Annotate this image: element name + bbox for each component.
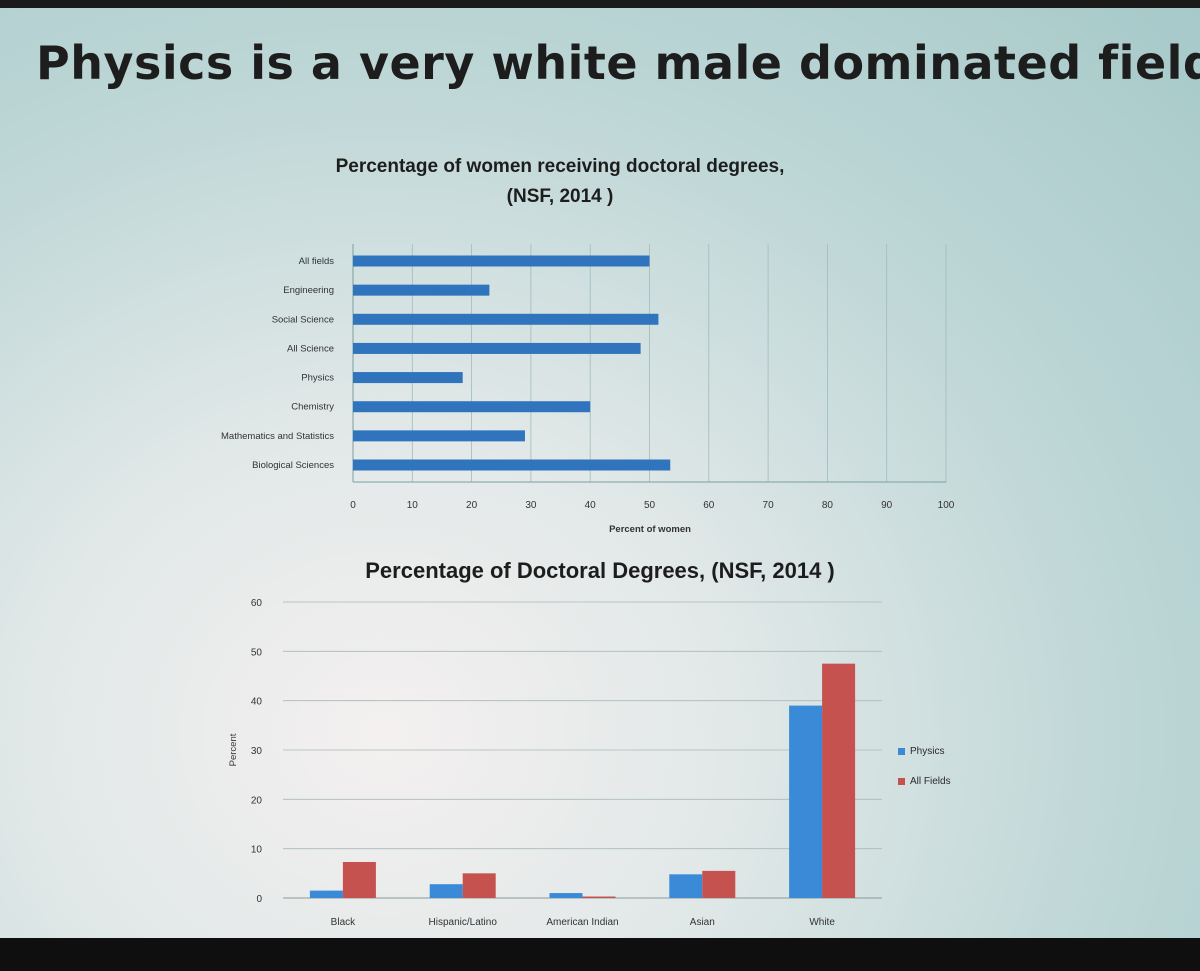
- chart1-x-tick-label: 0: [350, 500, 356, 511]
- chart1-x-tick-label: 40: [585, 500, 597, 511]
- chart2-y-axis-label: Percent: [228, 733, 239, 766]
- chart2-category-label: American Indian: [546, 917, 618, 928]
- chart2-y-tick-label: 40: [251, 697, 263, 708]
- women-doctoral-bar-chart: 0 10 20 30 40 50 60 70 80 90 100 All fields Engineer…: [221, 244, 955, 535]
- chart1-x-tick-label: 70: [763, 500, 775, 511]
- chart2-bar-all-fields: [582, 896, 616, 898]
- chart1-category-label: All fields: [299, 256, 335, 267]
- chart1-x-tick-label: 90: [881, 500, 893, 511]
- chart2-category-label: Hispanic/Latino: [429, 917, 498, 928]
- chart2-bar-all-fields: [822, 663, 856, 898]
- chart1-x-tick-label: 80: [822, 500, 834, 511]
- chart1-title-line1: Percentage of women receiving doctoral d…: [335, 156, 785, 177]
- chart1-x-axis-label: Percent of women: [609, 524, 691, 535]
- chart2-bar-physics: [549, 893, 583, 898]
- chart2-title: Percentage of Doctoral Degrees, (NSF, 20…: [365, 558, 835, 583]
- chart1-category-label: Physics: [301, 373, 334, 384]
- chart1-x-tick-label: 20: [466, 500, 478, 511]
- chart2-bar-physics: [429, 884, 463, 898]
- chart2-category-label: White: [809, 917, 835, 928]
- chart1-title: Percentage of women receiving doctoral d…: [200, 152, 920, 212]
- slide-title: Physics is a very white male dominated f…: [36, 36, 1200, 90]
- chart1-category-label: Social Science: [272, 314, 334, 325]
- chart1-category-label: Biological Sciences: [252, 460, 334, 471]
- chart2-bar-all-fields: [462, 873, 496, 898]
- legend-physics-swatch: [898, 748, 905, 755]
- chart1-bar: [353, 459, 671, 471]
- chart1-x-tick-label: 100: [938, 500, 955, 511]
- legend-all-fields-swatch: [898, 778, 905, 785]
- chart2-bar-physics: [789, 705, 823, 898]
- chart1-category-label: Mathematics and Statistics: [221, 431, 334, 442]
- legend-physics-label: Physics: [910, 746, 945, 757]
- chart1-bar: [353, 313, 659, 325]
- chart2-y-tick-label: 60: [251, 598, 263, 609]
- chart2-y-tick-label: 30: [251, 746, 263, 757]
- chart2-y-tick-label: 10: [251, 845, 263, 856]
- chart2-category-label: Black: [331, 917, 356, 928]
- chart2-y-tick-label: 50: [251, 647, 263, 658]
- presentation-slide: Physics is a very white male dominated f…: [0, 8, 1200, 938]
- legend-physics: Physics: [898, 746, 944, 757]
- chart2-category-label: Asian: [690, 917, 715, 928]
- chart1-bar: [353, 284, 490, 296]
- chart2-bar-all-fields: [702, 870, 736, 898]
- chart1-category-label: All Science: [287, 343, 334, 354]
- legend-all-fields-label: All Fields: [910, 776, 951, 787]
- doctoral-degrees-bar-chart: 0 10 20 30 40 50 60 Percent Black Hispanic/Latino…: [228, 598, 882, 928]
- chart1-bar: [353, 255, 650, 267]
- legend-all-fields: All Fields: [898, 776, 951, 787]
- screen-border: [0, 938, 1200, 971]
- chart1-x-tick-label: 50: [644, 500, 656, 511]
- chart1-title-line2: (NSF, 2014 ): [506, 186, 614, 207]
- chart1-category-label: Chemistry: [291, 402, 334, 413]
- chart1-bar: [353, 372, 463, 384]
- chart2-bar-physics: [669, 874, 703, 898]
- chart1-bar: [353, 401, 591, 413]
- chart1-x-tick-label: 30: [525, 500, 537, 511]
- chart2-y-tick-label: 20: [251, 795, 263, 806]
- chart2-bar-physics: [309, 890, 343, 898]
- chart2-y-tick-label: 0: [256, 894, 262, 905]
- chart1-bar: [353, 430, 525, 442]
- chart1-bar: [353, 342, 641, 354]
- chart1-x-tick-label: 10: [407, 500, 419, 511]
- chart1-x-tick-label: 60: [703, 500, 715, 511]
- chart2-bar-all-fields: [342, 861, 376, 898]
- chart1-category-label: Engineering: [283, 285, 334, 296]
